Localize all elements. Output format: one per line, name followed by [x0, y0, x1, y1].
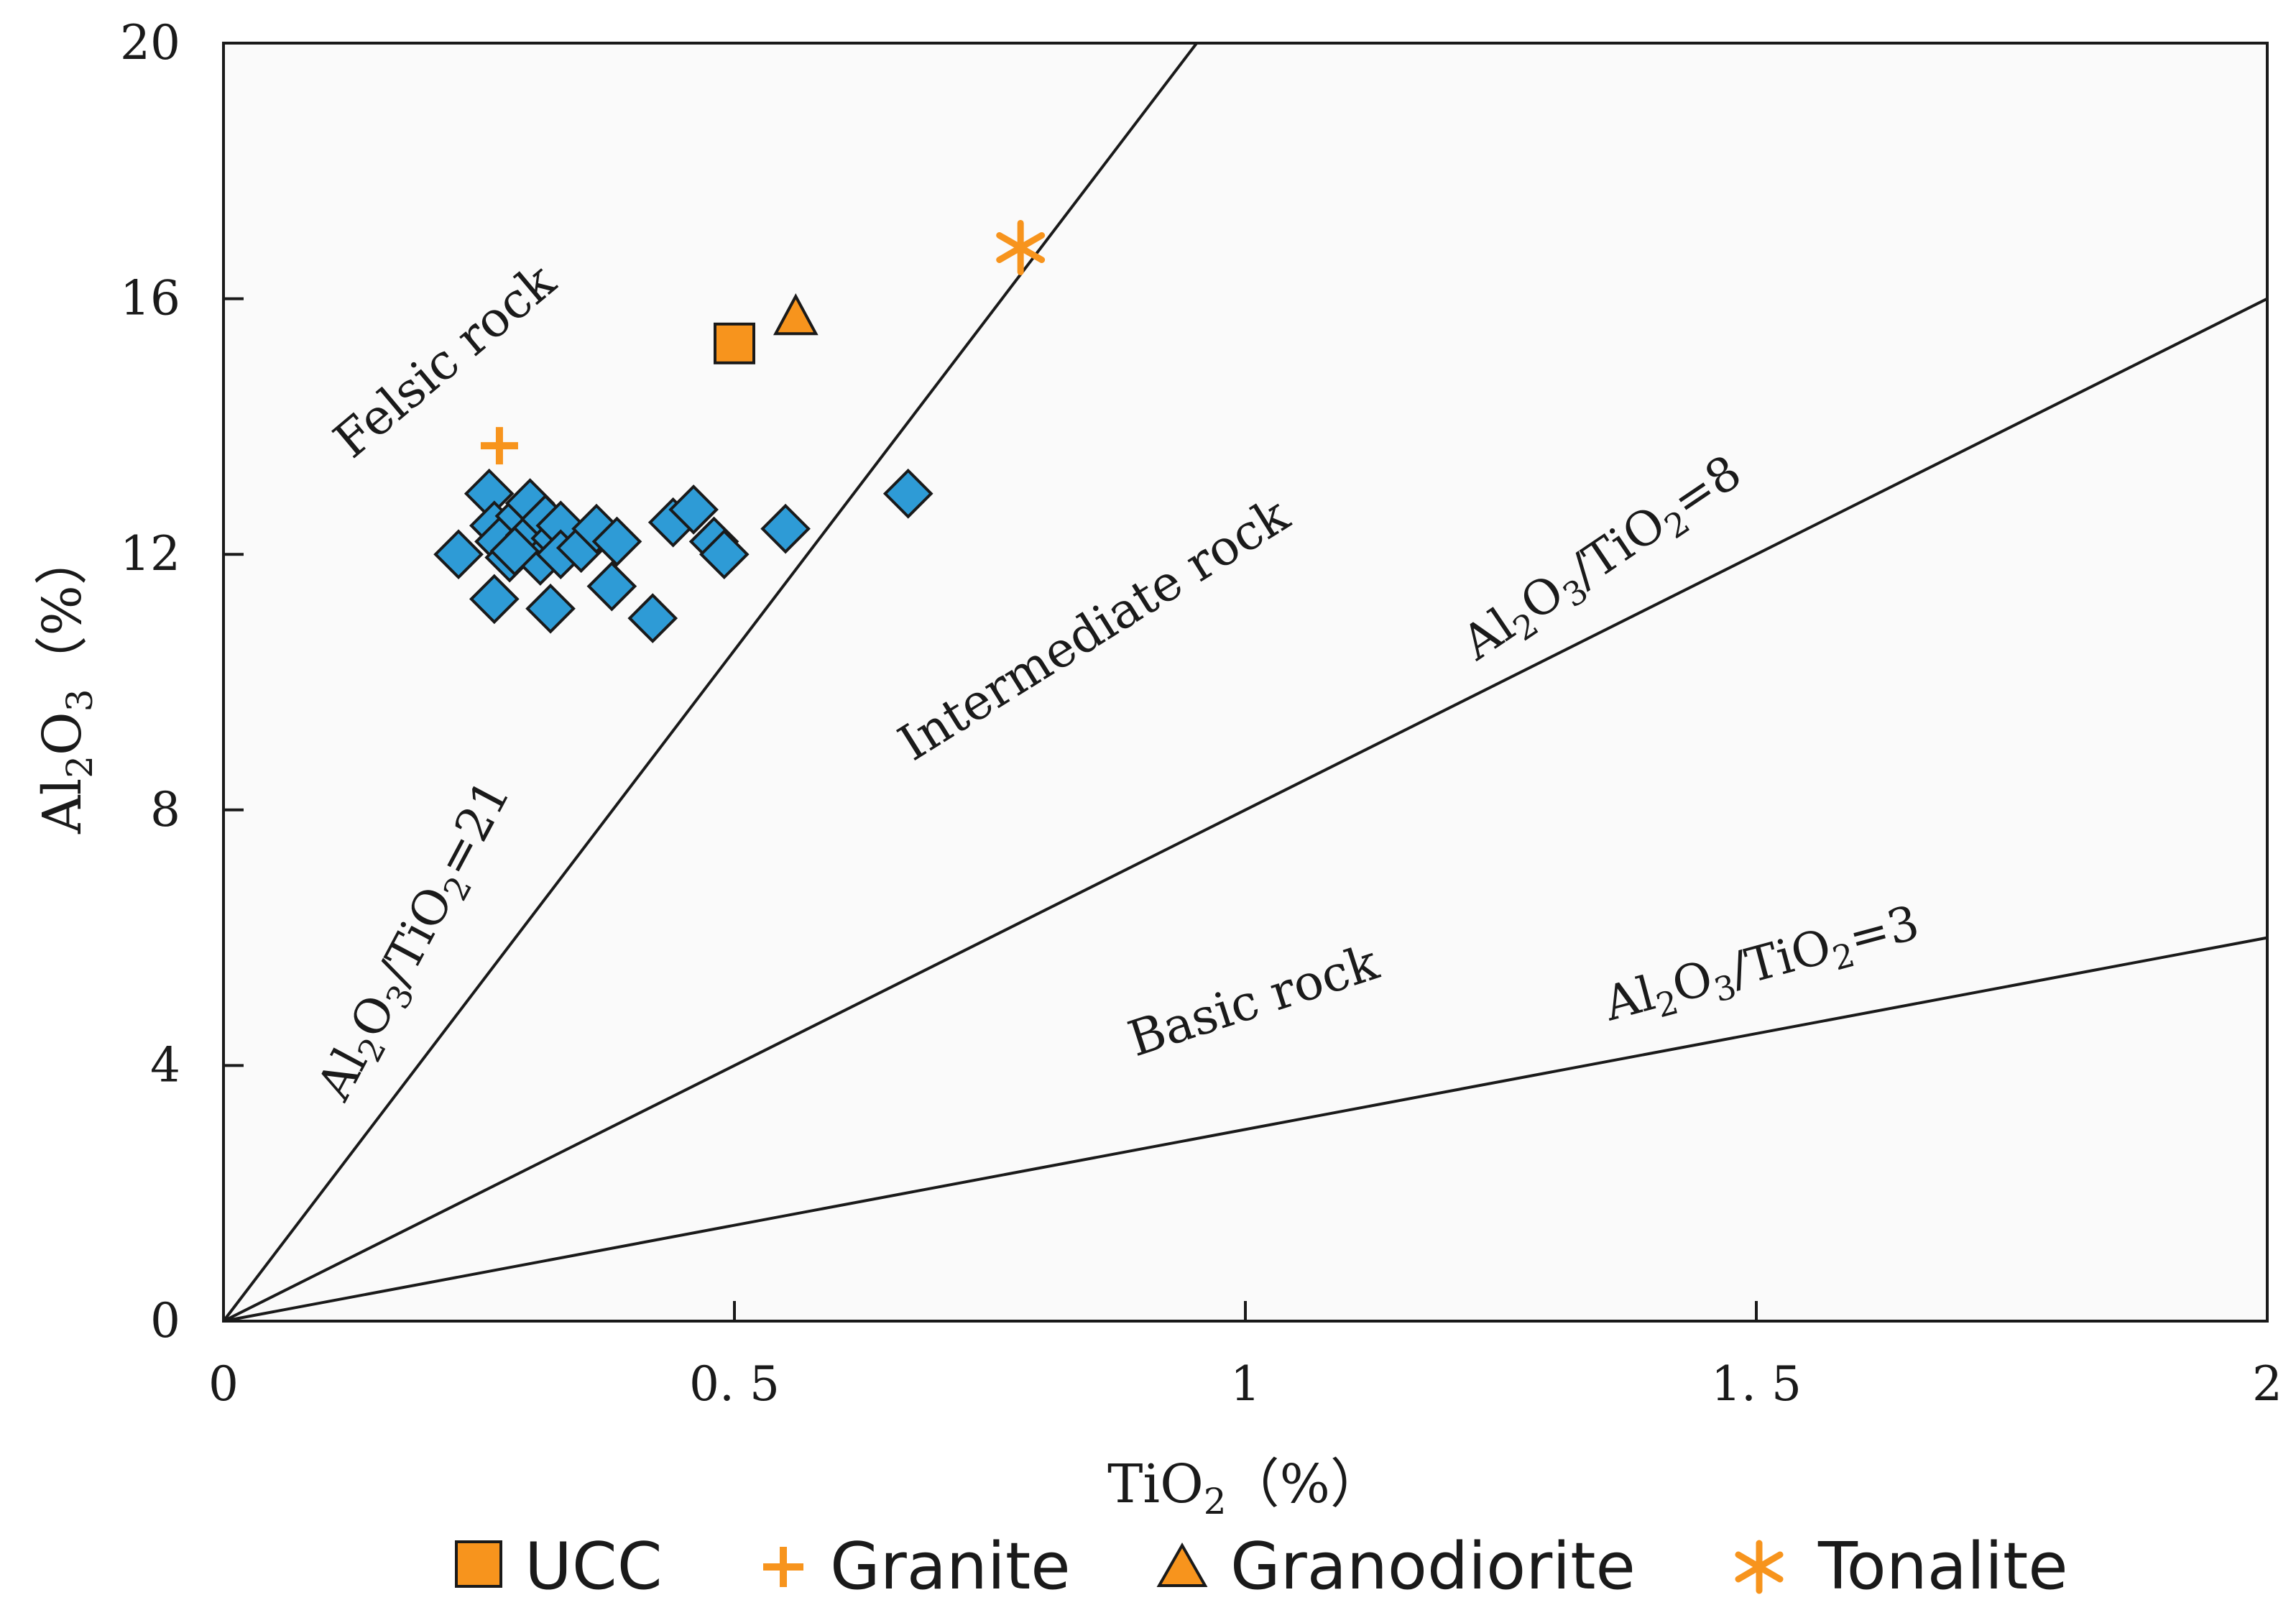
ucc-point	[714, 322, 755, 364]
sample-point	[760, 503, 811, 554]
ratio-line-3	[223, 936, 2268, 1323]
x-tick-label: 0	[208, 1356, 239, 1412]
tonalite-point	[996, 219, 1046, 275]
axis-ticks	[222, 42, 2269, 1323]
legend-tonalite-label: Tonalite	[1817, 1529, 2068, 1604]
y-tick-label: 8	[150, 782, 180, 837]
sample-point	[489, 525, 540, 576]
ratio-line-8	[223, 297, 2268, 1323]
sample-point	[627, 593, 678, 643]
sample-point	[699, 529, 750, 580]
x-tick-label: 0. 5	[689, 1356, 780, 1412]
sample-point	[586, 561, 637, 612]
x-tick-label: 1. 5	[1711, 1356, 1802, 1412]
x-tick-label: 2	[2252, 1356, 2282, 1412]
granite-point	[480, 427, 518, 465]
y-tick-label: 0	[150, 1293, 180, 1348]
legend-granodiorite-marker	[1156, 1542, 1208, 1587]
legend: UCC Granite Granodiorite Tonalite	[455, 1529, 2068, 1604]
legend-granite-marker	[763, 1547, 803, 1587]
plot-area	[222, 42, 2269, 1323]
y-tick-label: 16	[120, 271, 180, 326]
data-points	[433, 219, 1046, 643]
granodiorite-point	[773, 293, 819, 336]
legend-granodiorite-label: Granodiorite	[1230, 1529, 1636, 1604]
y-tick-label: 4	[150, 1037, 180, 1093]
sample-point	[469, 574, 520, 625]
sample-point	[591, 516, 642, 567]
legend-granite-label: Granite	[830, 1529, 1071, 1604]
x-tick-label: 1	[1230, 1356, 1260, 1412]
sample-point	[882, 468, 933, 519]
sample-point	[433, 529, 484, 580]
x-axis-title: TiO2（%）	[1107, 1453, 1383, 1522]
asterisk-stroke	[996, 231, 1046, 263]
legend-ucc-marker	[455, 1540, 502, 1588]
sample-point	[525, 583, 576, 634]
legend-tonalite-marker	[1735, 1540, 1784, 1594]
y-axis-title: Al2O3（%）	[32, 532, 101, 835]
sample-point	[668, 484, 719, 535]
legend-ucc-label: UCC	[525, 1529, 663, 1604]
y-tick-label: 20	[120, 15, 180, 70]
y-tick-label: 12	[120, 526, 180, 581]
